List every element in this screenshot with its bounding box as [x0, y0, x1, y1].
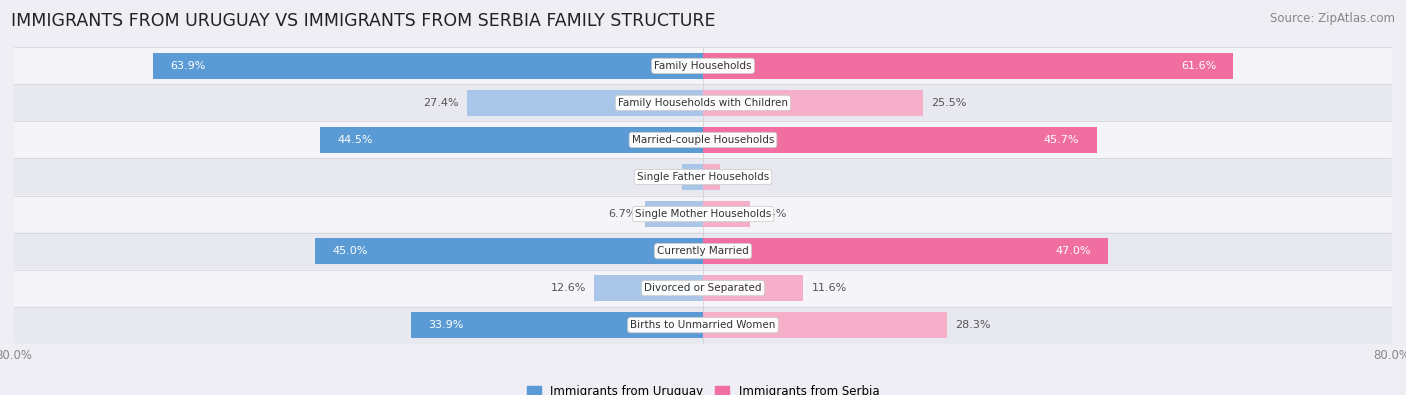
Text: Family Households with Children: Family Households with Children	[619, 98, 787, 108]
Text: 2.4%: 2.4%	[645, 172, 673, 182]
FancyBboxPatch shape	[14, 47, 1392, 85]
Text: Births to Unmarried Women: Births to Unmarried Women	[630, 320, 776, 330]
Text: 61.6%: 61.6%	[1181, 61, 1216, 71]
Bar	[645, 201, 703, 228]
Bar	[682, 164, 703, 190]
Text: Divorced or Separated: Divorced or Separated	[644, 283, 762, 293]
FancyBboxPatch shape	[14, 158, 1392, 196]
Text: 27.4%: 27.4%	[423, 98, 458, 108]
FancyBboxPatch shape	[14, 307, 1392, 344]
Bar	[703, 238, 1108, 264]
FancyBboxPatch shape	[14, 196, 1392, 233]
Text: Single Father Households: Single Father Households	[637, 172, 769, 182]
Bar	[703, 275, 803, 301]
Bar	[703, 201, 749, 228]
Bar	[411, 312, 703, 339]
Text: 33.9%: 33.9%	[429, 320, 464, 330]
Bar	[153, 53, 703, 79]
FancyBboxPatch shape	[14, 233, 1392, 269]
Bar	[703, 53, 1233, 79]
Text: 25.5%: 25.5%	[931, 98, 966, 108]
Text: 11.6%: 11.6%	[811, 283, 846, 293]
Legend: Immigrants from Uruguay, Immigrants from Serbia: Immigrants from Uruguay, Immigrants from…	[522, 380, 884, 395]
Text: Family Households: Family Households	[654, 61, 752, 71]
Bar	[315, 238, 703, 264]
Bar	[595, 275, 703, 301]
Text: Currently Married: Currently Married	[657, 246, 749, 256]
Text: 5.4%: 5.4%	[758, 209, 786, 219]
Text: Married-couple Households: Married-couple Households	[631, 135, 775, 145]
Bar	[467, 90, 703, 116]
Text: 2.0%: 2.0%	[728, 172, 758, 182]
FancyBboxPatch shape	[14, 269, 1392, 307]
Bar	[703, 164, 720, 190]
Text: 44.5%: 44.5%	[337, 135, 373, 145]
Text: 6.7%: 6.7%	[609, 209, 637, 219]
Text: 28.3%: 28.3%	[955, 320, 991, 330]
Text: 45.0%: 45.0%	[333, 246, 368, 256]
Text: IMMIGRANTS FROM URUGUAY VS IMMIGRANTS FROM SERBIA FAMILY STRUCTURE: IMMIGRANTS FROM URUGUAY VS IMMIGRANTS FR…	[11, 12, 716, 30]
Text: 47.0%: 47.0%	[1054, 246, 1091, 256]
Bar	[703, 312, 946, 339]
Bar	[703, 90, 922, 116]
FancyBboxPatch shape	[14, 85, 1392, 121]
FancyBboxPatch shape	[14, 121, 1392, 158]
Text: 63.9%: 63.9%	[170, 61, 205, 71]
Text: 45.7%: 45.7%	[1043, 135, 1080, 145]
Text: 12.6%: 12.6%	[551, 283, 586, 293]
Bar	[703, 127, 1097, 153]
Text: Single Mother Households: Single Mother Households	[636, 209, 770, 219]
Text: Source: ZipAtlas.com: Source: ZipAtlas.com	[1270, 12, 1395, 25]
Bar	[319, 127, 703, 153]
